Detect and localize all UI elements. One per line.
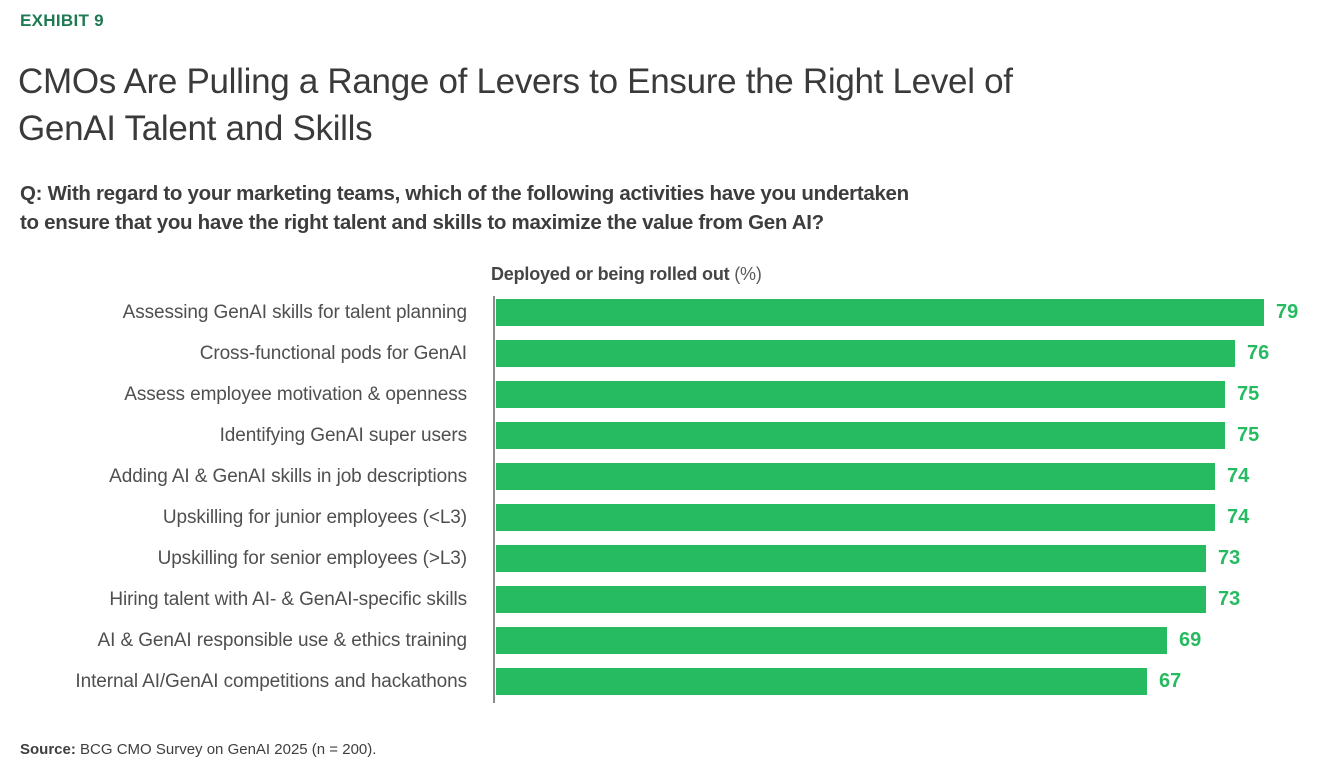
value-label: 76 [1247, 342, 1270, 364]
bar-area: 69 [496, 627, 1201, 654]
value-label: 75 [1237, 383, 1260, 405]
y-axis-line [493, 296, 495, 703]
value-label: 73 [1218, 547, 1241, 569]
value-label: 67 [1159, 670, 1182, 692]
category-label: Assess employee motivation & openness [124, 383, 467, 405]
chart-rows: Assessing GenAI skills for talent planni… [20, 292, 1318, 702]
bar [496, 422, 1225, 449]
chart-axis-title: Deployed or being rolled out (%) [491, 264, 762, 285]
bar [496, 545, 1206, 572]
bar-area: 75 [496, 422, 1259, 449]
bar [496, 627, 1167, 654]
chart-row: Internal AI/GenAI competitions and hacka… [20, 661, 1318, 702]
bar-area: 76 [496, 340, 1269, 367]
category-label: Cross-functional pods for GenAI [199, 342, 467, 364]
chart-axis-title-unit: (%) [729, 264, 762, 284]
source-note-label: Source: [20, 741, 76, 758]
bar [496, 586, 1206, 613]
value-label: 79 [1276, 301, 1299, 323]
value-label: 73 [1218, 588, 1241, 610]
survey-question: Q: With regard to your marketing teams, … [20, 179, 909, 237]
chart-axis-title-text: Deployed or being rolled out [491, 264, 730, 284]
category-label: Hiring talent with AI- & GenAI-specific … [109, 588, 467, 610]
chart-row: AI & GenAI responsible use & ethics trai… [20, 620, 1318, 661]
value-label: 75 [1237, 424, 1260, 446]
chart-row: Cross-functional pods for GenAI 76 [20, 333, 1318, 374]
chart-row: Identifying GenAI super users 75 [20, 415, 1318, 456]
bar [496, 299, 1264, 326]
category-label: Upskilling for senior employees (>L3) [157, 547, 468, 569]
category-label: Assessing GenAI skills for talent planni… [122, 301, 467, 323]
category-label: Internal AI/GenAI competitions and hacka… [75, 670, 467, 692]
bar-area: 74 [496, 463, 1249, 490]
bar-area: 67 [496, 668, 1181, 695]
source-note: Source: BCG CMO Survey on GenAI 2025 (n … [20, 741, 376, 758]
source-note-text: BCG CMO Survey on GenAI 2025 (n = 200). [75, 741, 377, 758]
page-title-line-2: GenAI Talent and Skills [18, 109, 373, 148]
category-label: Identifying GenAI super users [219, 424, 468, 446]
survey-question-line-2: to ensure that you have the right talent… [20, 211, 824, 234]
chart-row: Assessing GenAI skills for talent planni… [20, 292, 1318, 333]
exhibit-label: EXHIBIT 9 [20, 11, 104, 30]
bar-area: 79 [496, 299, 1298, 326]
bar-chart: Assessing GenAI skills for talent planni… [20, 292, 1318, 703]
bar [496, 504, 1215, 531]
chart-row: Hiring talent with AI- & GenAI-specific … [20, 579, 1318, 620]
chart-row: Adding AI & GenAI skills in job descript… [20, 456, 1318, 497]
bar-area: 75 [496, 381, 1259, 408]
category-label: AI & GenAI responsible use & ethics trai… [97, 629, 468, 651]
bar [496, 463, 1215, 490]
chart-row: Upskilling for junior employees (<L3) 74 [20, 497, 1318, 538]
page-title-line-1: CMOs Are Pulling a Range of Levers to En… [18, 62, 1013, 101]
category-label: Adding AI & GenAI skills in job descript… [109, 465, 467, 487]
chart-row: Assess employee motivation & openness 75 [20, 374, 1318, 415]
survey-question-line-1: Q: With regard to your marketing teams, … [20, 182, 909, 205]
bar [496, 340, 1235, 367]
bar-area: 73 [496, 545, 1240, 572]
value-label: 74 [1227, 465, 1250, 487]
bar-area: 74 [496, 504, 1249, 531]
bar-area: 73 [496, 586, 1240, 613]
value-label: 74 [1227, 506, 1250, 528]
chart-row: Upskilling for senior employees (>L3) 73 [20, 538, 1318, 579]
bar [496, 668, 1147, 695]
bar [496, 381, 1225, 408]
page-title: CMOs Are Pulling a Range of Levers to En… [18, 58, 1013, 152]
value-label: 69 [1179, 629, 1202, 651]
category-label: Upskilling for junior employees (<L3) [162, 506, 467, 528]
